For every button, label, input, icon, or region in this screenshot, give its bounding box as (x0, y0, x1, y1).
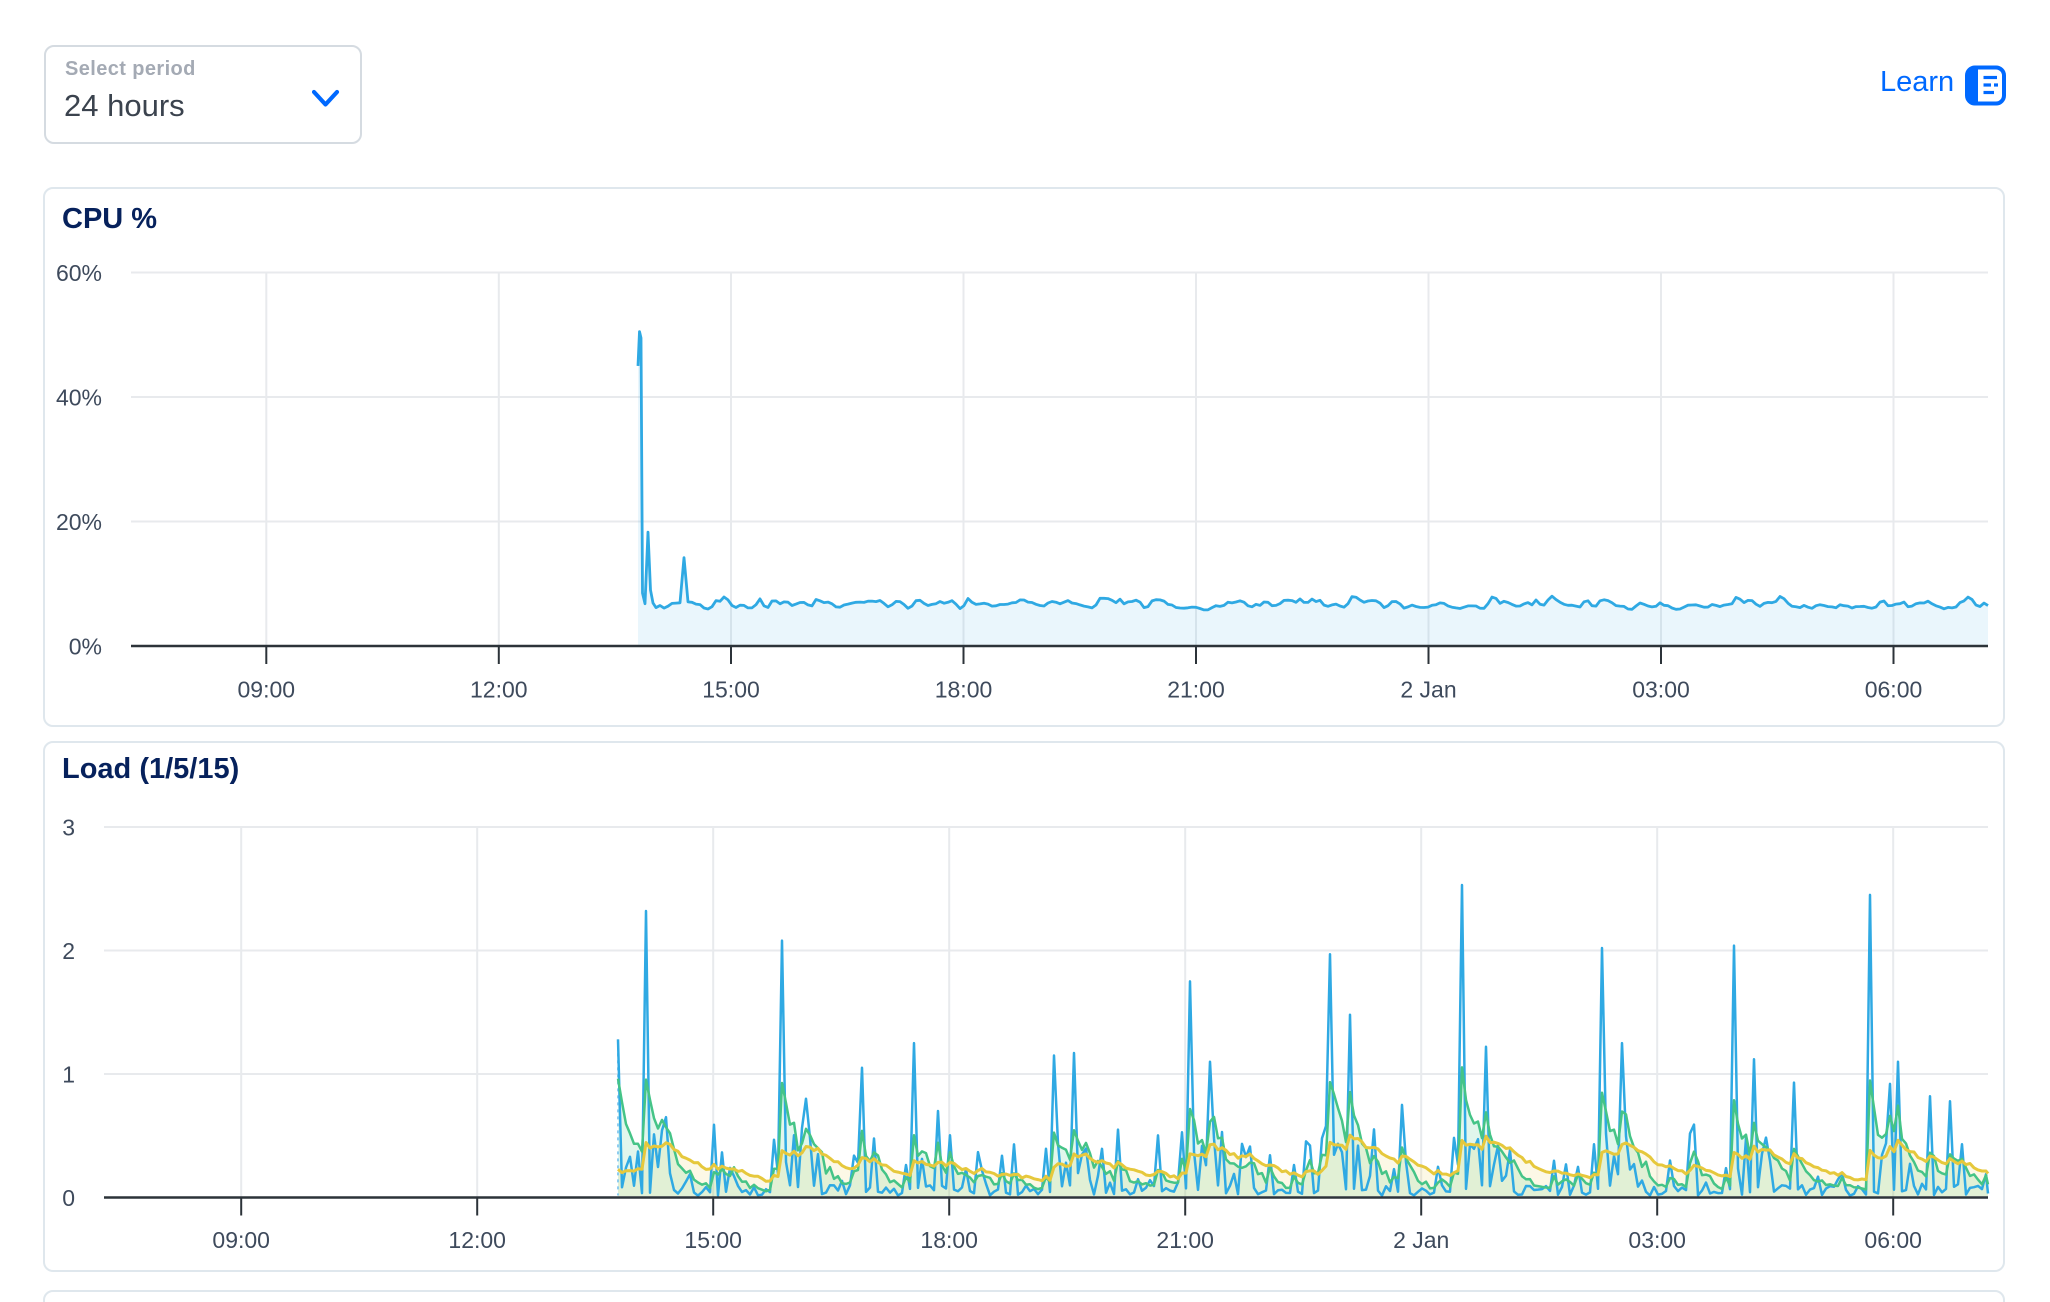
svg-text:1: 1 (62, 1062, 75, 1088)
svg-text:03:00: 03:00 (1632, 677, 1690, 703)
svg-text:15:00: 15:00 (702, 677, 760, 703)
svg-text:21:00: 21:00 (1167, 677, 1225, 703)
svg-text:12:00: 12:00 (448, 1227, 506, 1253)
svg-text:2 Jan: 2 Jan (1400, 677, 1456, 703)
svg-text:06:00: 06:00 (1865, 677, 1923, 703)
svg-text:2: 2 (62, 938, 75, 964)
svg-text:18:00: 18:00 (935, 677, 993, 703)
svg-text:21:00: 21:00 (1156, 1227, 1214, 1253)
svg-text:0: 0 (62, 1185, 75, 1211)
svg-text:2 Jan: 2 Jan (1393, 1227, 1449, 1253)
svg-text:03:00: 03:00 (1628, 1227, 1686, 1253)
svg-text:0%: 0% (69, 634, 102, 660)
svg-text:60%: 60% (56, 260, 102, 286)
svg-text:06:00: 06:00 (1864, 1227, 1922, 1253)
svg-text:12:00: 12:00 (470, 677, 528, 703)
svg-text:20%: 20% (56, 509, 102, 535)
svg-text:09:00: 09:00 (212, 1227, 270, 1253)
svg-text:3: 3 (62, 815, 75, 841)
svg-text:18:00: 18:00 (920, 1227, 978, 1253)
svg-text:15:00: 15:00 (684, 1227, 742, 1253)
svg-text:40%: 40% (56, 385, 102, 411)
svg-text:09:00: 09:00 (238, 677, 296, 703)
